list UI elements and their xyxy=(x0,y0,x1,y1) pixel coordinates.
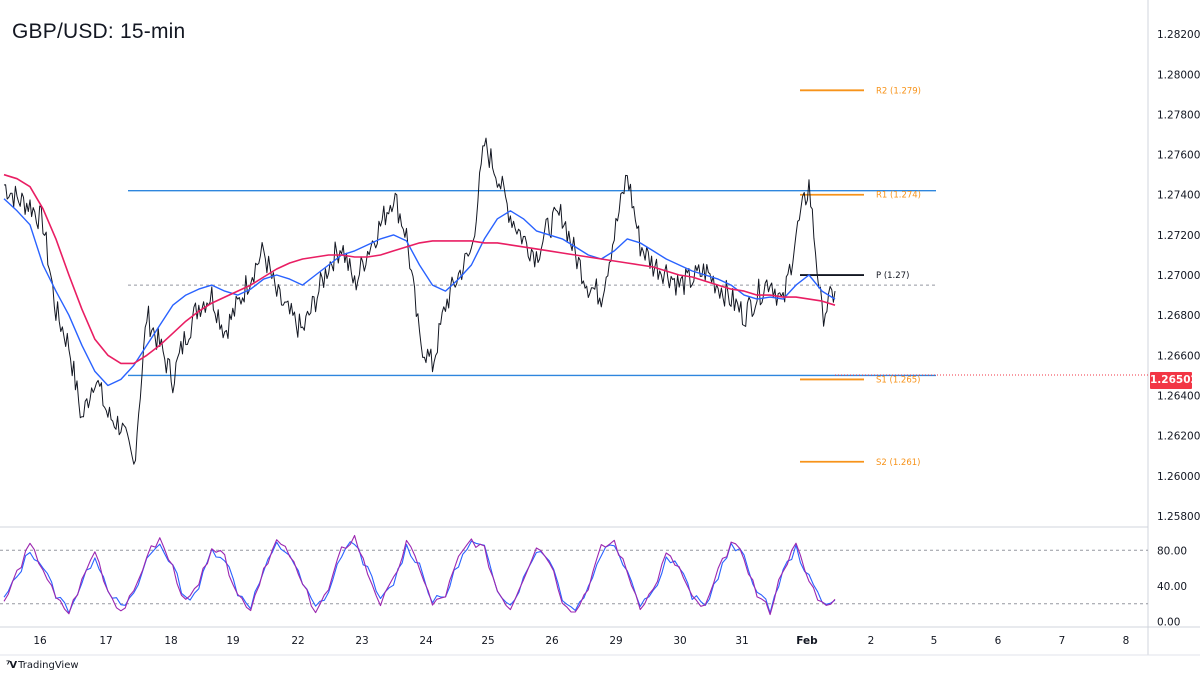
price-axis-tick: 1.26200 xyxy=(1157,431,1200,443)
time-axis-tick: 17 xyxy=(99,635,112,647)
time-axis-tick: 31 xyxy=(735,635,748,647)
time-axis-tick: 19 xyxy=(226,635,239,647)
brand-label: TradingView xyxy=(18,660,79,671)
pivot-level-label: S1 (1.265) xyxy=(876,375,920,385)
time-axis-tick: 23 xyxy=(355,635,368,647)
time-axis-tick: 5 xyxy=(931,635,938,647)
price-axis-tick: 1.28200 xyxy=(1157,29,1200,41)
time-axis-tick: 24 xyxy=(419,635,433,647)
current-price-tag: 1.26502 xyxy=(1150,372,1198,389)
time-axis-tick: 18 xyxy=(164,635,177,647)
time-axis-tick: 7 xyxy=(1059,635,1066,647)
time-axis-tick: 30 xyxy=(673,635,686,647)
tradingview-brand[interactable]: ⁷𝗩 TradingView xyxy=(6,660,79,671)
price-axis-tick: 1.27000 xyxy=(1157,270,1200,282)
oscillator-axis-tick: 0.00 xyxy=(1157,617,1180,629)
pivot-level-label: S2 (1.261) xyxy=(876,458,920,468)
oscillator-axis-tick: 80.00 xyxy=(1157,545,1187,557)
price-series-line xyxy=(3,137,836,465)
chart-title: GBP/USD: 15-min xyxy=(12,20,186,43)
time-axis-tick: Feb xyxy=(796,635,818,647)
price-axis-tick: 1.28000 xyxy=(1157,69,1200,81)
time-axis-tick: 6 xyxy=(995,635,1002,647)
pivot-level-label: R1 (1.274) xyxy=(876,191,921,201)
price-axis-tick: 1.26400 xyxy=(1157,391,1200,403)
oscillator-axis-tick: 40.00 xyxy=(1157,581,1187,593)
time-axis-tick: 26 xyxy=(545,635,559,647)
oscillator-signal-line xyxy=(3,540,836,614)
time-axis-tick: 29 xyxy=(609,635,622,647)
price-axis-tick: 1.26600 xyxy=(1157,350,1200,362)
tradingview-logo-icon: ⁷𝗩 xyxy=(6,660,17,671)
moving-average-slow-line xyxy=(3,173,836,365)
time-axis-tick: 8 xyxy=(1123,635,1130,647)
price-axis-tick: 1.26000 xyxy=(1157,471,1200,483)
price-axis-tick: 1.27200 xyxy=(1157,230,1200,242)
time-axis-tick: 25 xyxy=(481,635,494,647)
price-axis-tick: 1.27600 xyxy=(1157,150,1200,162)
time-axis-tick: 22 xyxy=(291,635,304,647)
price-axis-tick: 1.27400 xyxy=(1157,190,1200,202)
time-axis-tick: 2 xyxy=(868,635,875,647)
oscillator-main-line xyxy=(3,534,836,616)
time-axis-tick: 16 xyxy=(33,635,47,647)
price-axis-tick: 1.25800 xyxy=(1157,511,1200,523)
moving-average-fast-line xyxy=(3,198,836,387)
price-axis-tick: 1.27800 xyxy=(1157,109,1200,121)
pivot-level-label: P (1.27) xyxy=(876,271,909,281)
pivot-level-label: R2 (1.279) xyxy=(876,86,921,96)
price-axis-tick: 1.26800 xyxy=(1157,310,1200,322)
